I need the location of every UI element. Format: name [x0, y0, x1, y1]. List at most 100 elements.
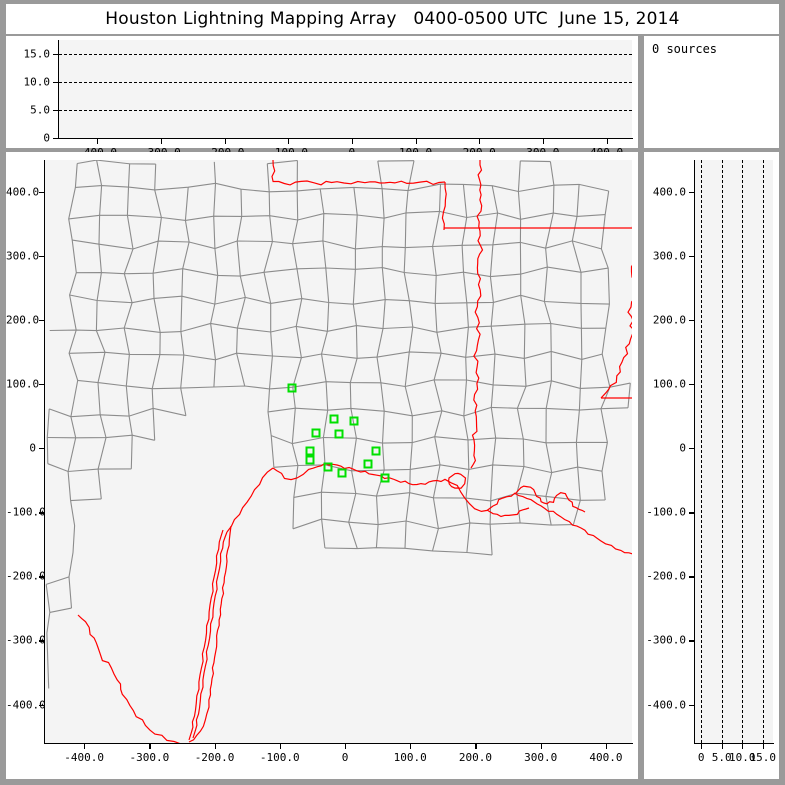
x-axis-tick [345, 743, 347, 749]
source-count-label: 0 sources [652, 42, 718, 56]
map-geography [45, 160, 632, 743]
x-axis-tick [606, 138, 608, 144]
x-axis-tick-label: 5.0 [711, 751, 732, 764]
x-axis-tick-label: 100.0 [393, 751, 427, 764]
y-axis-tick-label: -100.0 [646, 505, 686, 519]
lma-station-marker[interactable] [380, 473, 390, 483]
x-axis-tick [410, 743, 412, 749]
lma-station-marker[interactable] [371, 446, 381, 456]
y-axis-tick [39, 448, 45, 450]
y-axis-tick-label: 0 [29, 441, 36, 455]
plan-view-map-plot-area[interactable] [45, 160, 632, 743]
y-axis-tick-label: 100.0 [6, 377, 40, 391]
height-histogram-plot-area [695, 160, 773, 743]
x-axis-line [44, 743, 633, 745]
vertical-gridline [721, 160, 723, 743]
horizontal-gridline [59, 54, 632, 55]
vertical-gridline [742, 160, 744, 743]
y-axis-tick [53, 54, 59, 56]
y-axis-tick [689, 640, 695, 642]
y-axis-tick-label: -100.0 [6, 505, 46, 519]
x-axis-tick-label: 300.0 [524, 751, 558, 764]
x-axis-tick [415, 138, 417, 144]
x-axis-tick-label: 200.0 [458, 751, 493, 764]
y-axis-line [44, 160, 46, 744]
x-axis-tick [279, 743, 281, 749]
lma-station-marker[interactable] [305, 446, 315, 456]
y-axis-tick [39, 512, 45, 514]
x-axis-tick [288, 138, 290, 144]
x-axis-tick [149, 743, 151, 749]
y-axis-tick-label: 5.0 [30, 103, 50, 117]
lma-station-marker[interactable] [349, 416, 359, 426]
x-axis-line [694, 743, 774, 745]
x-axis-tick-label: 10.0 [728, 751, 756, 764]
page-title: Houston Lightning Mapping Array 0400-050… [105, 9, 680, 29]
coastline [188, 462, 632, 743]
title-bar: Houston Lightning Mapping Array 0400-050… [6, 4, 779, 34]
y-axis-tick [689, 704, 695, 706]
y-axis-tick-label: 200.0 [652, 313, 686, 327]
x-axis-tick [84, 743, 86, 749]
lma-station-marker[interactable] [323, 462, 333, 472]
y-axis-tick-label: 0 [43, 131, 50, 145]
y-axis-tick-label: -300.0 [646, 633, 686, 647]
lma-station-marker[interactable] [287, 383, 297, 393]
y-axis-tick [53, 110, 59, 112]
lma-station-marker[interactable] [305, 455, 315, 465]
x-axis-tick [762, 743, 764, 749]
vertical-gridline [701, 160, 703, 743]
y-axis-tick [53, 138, 59, 140]
y-axis-tick [39, 256, 45, 258]
lma-station-marker[interactable] [311, 428, 321, 438]
vertical-gridline [762, 160, 764, 743]
x-axis-tick [540, 743, 542, 749]
y-axis-tick-label: -400.0 [646, 698, 686, 712]
x-axis-tick [97, 138, 99, 144]
y-axis-tick-label: 100.0 [652, 377, 686, 391]
lma-station-marker[interactable] [337, 468, 347, 478]
plan-view-map-panel: -400.0 -300.0 -200.0 -100.0 0 100.0 200.0 300.0… [6, 152, 638, 779]
lma-station-marker[interactable] [329, 414, 339, 424]
x-axis-tick-label: 0 [697, 751, 705, 764]
x-axis-tick [160, 138, 163, 144]
y-axis-tick-label: -200.0 [646, 569, 686, 583]
horizontal-gridline [59, 82, 632, 83]
horizontal-gridline [59, 110, 632, 111]
y-axis-tick [39, 192, 45, 194]
y-axis-tick-label: 300.0 [6, 249, 40, 263]
y-axis-tick [689, 256, 695, 258]
y-axis-tick [39, 384, 45, 386]
source-count-panel: 0 sources [644, 36, 779, 148]
x-axis-tick [605, 743, 608, 749]
x-axis-tick [721, 743, 723, 749]
y-axis-tick [39, 704, 45, 706]
x-axis-tick-label: -400.0 [64, 751, 104, 764]
y-axis-tick [689, 384, 695, 386]
y-axis-tick [689, 512, 695, 514]
y-axis-tick [39, 576, 45, 578]
y-axis-tick [689, 192, 695, 194]
lma-station-marker[interactable] [363, 459, 373, 469]
lma-station-marker[interactable] [334, 429, 344, 439]
y-axis-tick [689, 448, 695, 450]
y-axis-tick [689, 576, 695, 578]
x-axis-tick [224, 138, 226, 144]
x-axis-tick-label: -300.0 [129, 751, 170, 764]
y-axis-tick [39, 320, 45, 322]
height-histogram-panel: 0 5.0 10.0 15.0 -400.0 -300.0 -200.0 -100.0 0 100… [644, 152, 779, 779]
y-axis-tick-label: 300.0 [652, 249, 686, 263]
y-axis-line [694, 160, 696, 744]
x-axis-tick-label: 15.0 [749, 751, 776, 764]
x-axis-tick [214, 743, 216, 749]
x-axis-tick [701, 743, 703, 749]
x-axis-tick [542, 138, 545, 144]
y-axis-tick [39, 640, 45, 642]
x-axis-tick [351, 138, 354, 144]
time-height-panel: -400.0-300.0-200.0-100.00100.0200.0300.0… [6, 36, 638, 159]
state-borders [77, 160, 632, 743]
y-axis-tick [689, 320, 695, 322]
x-axis-tick [742, 743, 744, 749]
x-axis-tick-label: -200.0 [194, 751, 235, 764]
